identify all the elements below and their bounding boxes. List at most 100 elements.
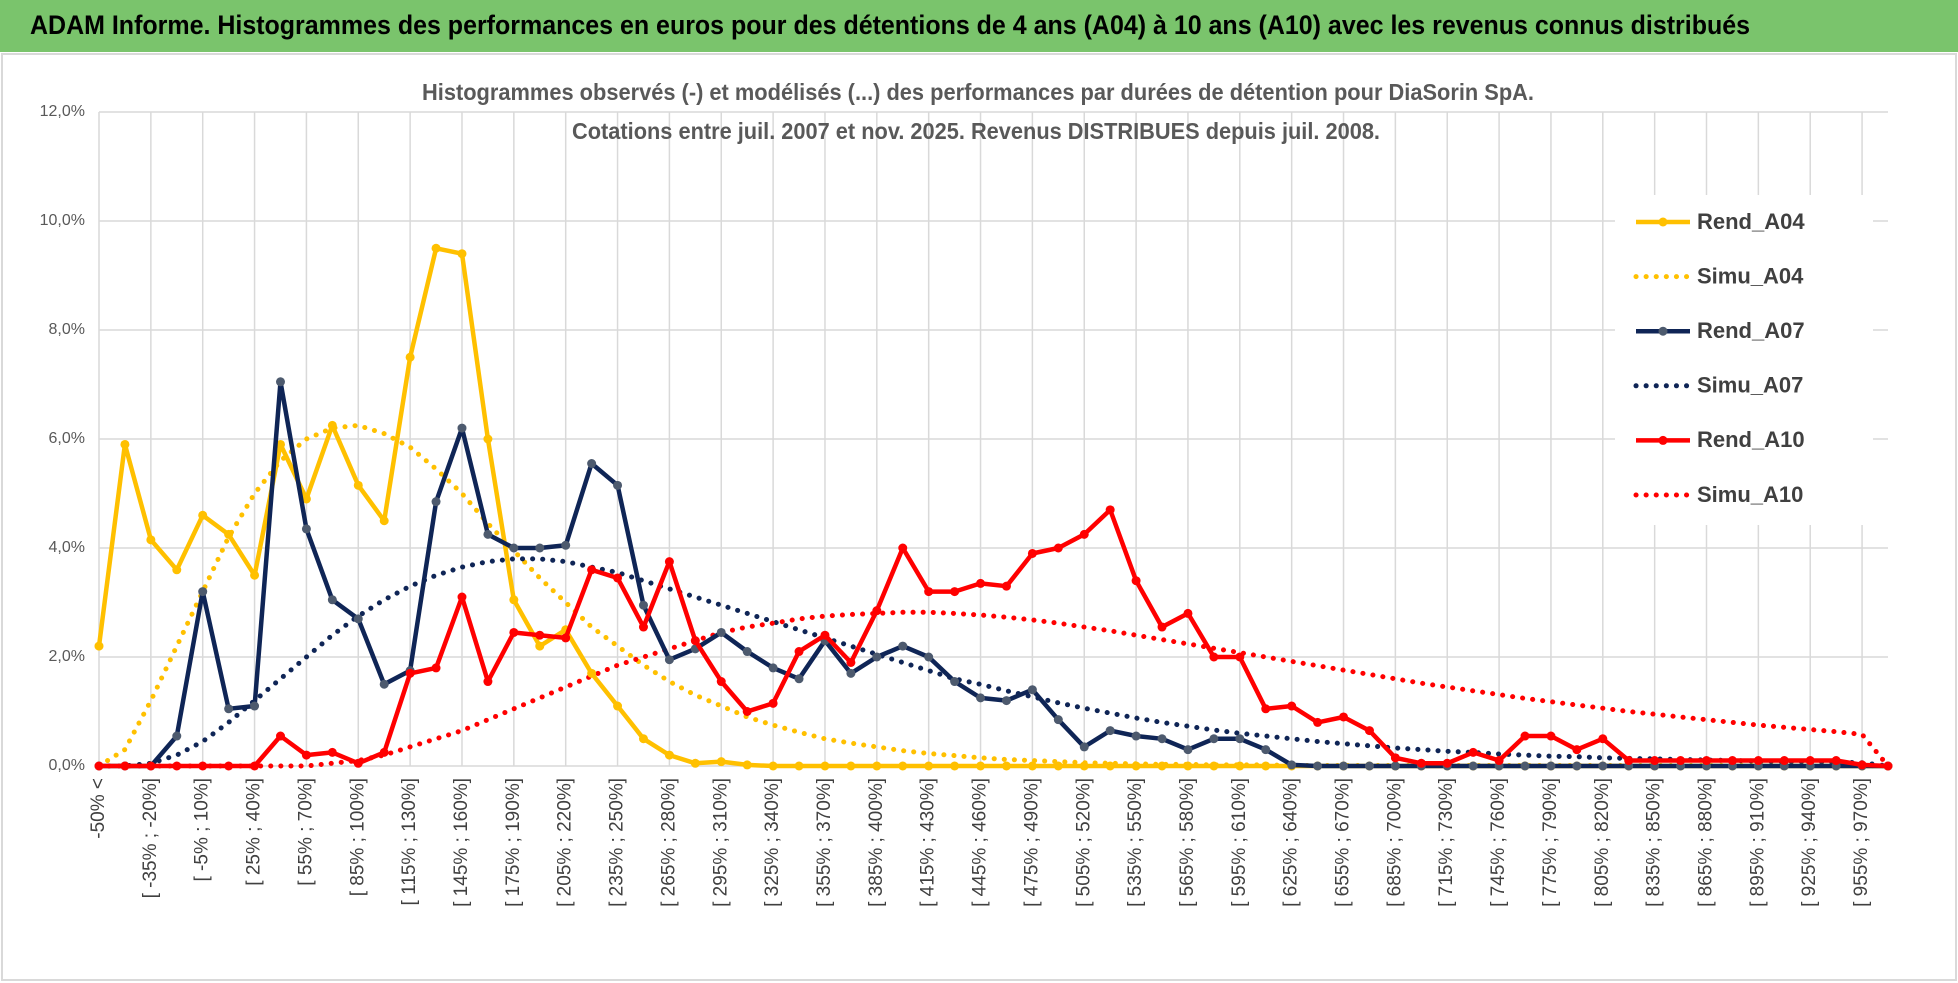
marker [1650,756,1660,766]
x-tick-label: [ 775% ; 790%] [1540,778,1561,907]
x-tick-label: [ 535% ; 550%] [1125,778,1146,907]
y-tick-label: 8,0% [49,321,85,338]
header-banner [0,0,1958,52]
marker [94,641,104,651]
x-tick-label: [ 925% ; 940%] [1799,778,1820,907]
marker [1805,756,1815,766]
legend-label: Rend_A04 [1697,209,1805,234]
marker [301,494,311,504]
y-tick-label: 6,0% [49,430,85,447]
x-tick-label: [ 595% ; 610%] [1229,778,1250,907]
marker [1079,761,1089,771]
marker [1546,731,1556,741]
marker [664,557,674,567]
marker [690,758,700,768]
marker [353,758,363,768]
x-tick-label: [ 505% ; 520%] [1073,778,1094,907]
marker [638,734,648,744]
marker [250,761,260,771]
marker [1727,756,1737,766]
marker [1053,715,1063,725]
marker [1390,753,1400,763]
marker [353,614,363,624]
x-tick-label: [ 265% ; 280%] [658,778,679,907]
marker [509,595,519,605]
marker [1883,761,1893,771]
marker [1105,726,1115,736]
legend-label: Rend_A07 [1697,318,1805,343]
marker [301,750,311,760]
x-tick-label: [ 355% ; 370%] [814,778,835,907]
marker [613,573,623,583]
x-tick-label: [ 805% ; 820%] [1592,778,1613,907]
marker [1209,734,1219,744]
marker [587,668,597,678]
x-tick-label: [ 235% ; 250%] [607,778,628,907]
marker [457,249,467,259]
x-tick-label: [ 385% ; 400%] [866,778,887,907]
marker [846,668,856,678]
marker [1209,652,1219,662]
marker [950,587,960,597]
x-tick-label: [ 205% ; 220%] [555,778,576,907]
plot [94,243,1893,771]
marker [379,679,389,689]
marker [872,606,882,616]
marker [1079,529,1089,539]
marker [794,761,804,771]
marker [353,480,363,490]
marker [1261,704,1271,714]
marker [1416,758,1426,768]
marker [198,761,208,771]
marker [1676,756,1686,766]
marker [1131,761,1141,771]
marker [172,565,182,575]
marker [509,627,519,637]
marker [146,761,156,771]
x-tick-label: [ 655% ; 670%] [1333,778,1354,907]
marker [898,761,908,771]
chart-subtitle: Cotations entre juil. 2007 et nov. 2025.… [572,118,1380,144]
x-tick-label: [ 955% ; 970%] [1851,778,1872,907]
marker [535,641,545,651]
marker [664,750,674,760]
marker [405,668,415,678]
marker [1157,734,1167,744]
marker [872,761,882,771]
header-title: ADAM Informe. Histogrammes des performan… [30,10,1750,40]
marker [716,677,726,687]
marker [638,600,648,610]
marker [924,761,934,771]
marker [1702,756,1712,766]
marker [1001,696,1011,706]
marker [924,652,934,662]
marker [1779,756,1789,766]
marker [976,761,986,771]
model-line [96,556,1891,769]
legend-label: Simu_A07 [1697,373,1803,398]
marker [716,757,726,767]
marker [379,747,389,757]
x-tick-label: [ 475% ; 490%] [1021,778,1042,907]
marker [1572,761,1582,771]
marker [976,693,986,703]
x-tick-label: [ 895% ; 910%] [1747,778,1768,907]
marker [94,761,104,771]
marker [250,570,260,580]
marker [950,677,960,687]
marker [1183,745,1193,755]
marker [431,663,441,673]
marker [587,565,597,575]
marker [820,761,830,771]
x-tick-label: [ 415% ; 430%] [918,778,939,907]
marker [1364,761,1374,771]
marker [1520,731,1530,741]
marker [794,647,804,657]
marker [483,677,493,687]
x-tick-label: [ 115% ; 130%] [399,778,420,905]
x-tick-label: [ 835% ; 850%] [1644,778,1665,907]
legend-label: Simu_A04 [1697,263,1804,288]
legend-marker [1658,217,1668,227]
marker [1079,742,1089,752]
marker [1598,761,1608,771]
